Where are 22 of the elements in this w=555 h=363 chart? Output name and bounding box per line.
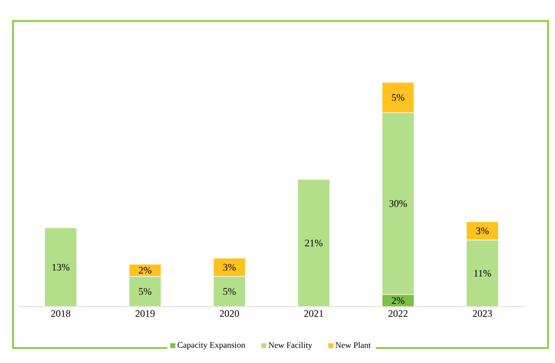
data-label: 11% <box>474 270 492 277</box>
data-label: 5% <box>392 94 404 101</box>
x-tick-label: 2021 <box>304 310 324 317</box>
data-label: 3% <box>223 264 236 271</box>
data-label: 30% <box>389 200 407 207</box>
bar <box>297 179 330 307</box>
data-label: 5% <box>223 288 236 295</box>
data-label: 2% <box>138 266 152 274</box>
legend-label: New Plant <box>336 342 371 348</box>
bar <box>44 228 78 307</box>
legend-label: Capacity Expansion <box>178 342 246 350</box>
x-tick-label: 2020 <box>220 310 239 317</box>
data-label: 5% <box>138 288 152 295</box>
x-tick-label: 2022 <box>388 310 408 317</box>
data-label: 21% <box>305 240 323 246</box>
data-label: 13% <box>52 264 70 271</box>
data-label: 2% <box>392 297 404 304</box>
x-tick-label: 2023 <box>472 310 492 317</box>
data-label: 3% <box>476 227 489 234</box>
legend-label: New Facility <box>268 342 312 350</box>
x-tick-label: 2019 <box>136 310 155 317</box>
x-tick-label: 2018 <box>51 310 70 317</box>
